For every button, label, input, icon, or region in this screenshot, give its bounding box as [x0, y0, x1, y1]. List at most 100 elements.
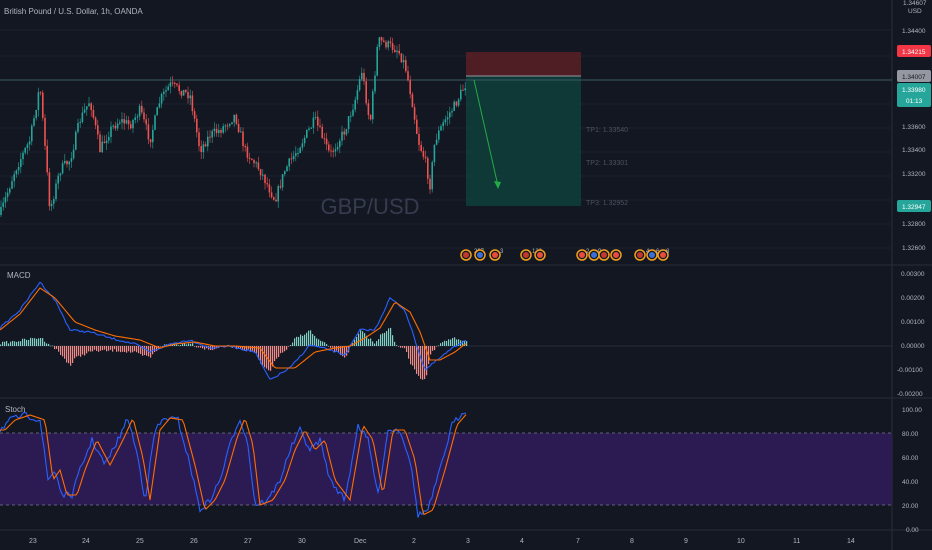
event-flag-icon[interactable] — [520, 249, 532, 261]
economic-events-row[interactable]: 207 3 128 2 9 4 6 8 — [460, 249, 670, 261]
macd-histogram-bar — [314, 335, 316, 346]
time-tick: 10 — [737, 538, 745, 545]
macd-histogram-bar — [388, 328, 390, 346]
stoch-axis[interactable]: 100.00 80.00 60.00 40.00 20.00 0.00 — [902, 407, 922, 534]
symbol-title[interactable]: British Pound / U.S. Dollar, 1h, OANDA — [4, 7, 143, 16]
candle-body — [147, 124, 150, 140]
event-flag-icon[interactable] — [657, 249, 669, 261]
candle-body — [319, 125, 321, 127]
macd-histogram-bar — [342, 346, 344, 357]
event-flag-icon[interactable] — [576, 249, 588, 261]
macd-histogram-bar — [380, 334, 382, 346]
candle-body — [354, 99, 356, 110]
event-flag-icon[interactable] — [634, 249, 646, 261]
event-flag-icon[interactable] — [474, 249, 486, 261]
candle-body — [103, 141, 106, 144]
candle-body — [68, 161, 70, 165]
candle-body — [427, 158, 429, 179]
candle-body — [196, 118, 198, 133]
take-profit-zone[interactable] — [466, 76, 581, 206]
event-flag-icon[interactable] — [489, 249, 501, 261]
candle-body — [112, 125, 114, 127]
macd-histogram-bar — [398, 346, 400, 347]
candle-body — [33, 118, 35, 126]
event-count: 6 — [656, 249, 660, 255]
candle-body — [187, 92, 189, 99]
macd-axis[interactable]: 0.00300 0.00200 0.00100 0.00000 -0.00100… — [897, 271, 925, 398]
macd-histogram-bar — [452, 337, 454, 346]
macd-histogram-bar — [334, 346, 336, 352]
candle-body — [105, 140, 108, 144]
macd-histogram-bar — [290, 344, 292, 346]
candle-body — [455, 101, 458, 106]
macd-histogram-bar — [316, 338, 318, 346]
macd-histogram-bar — [360, 330, 362, 346]
candle-body — [59, 173, 62, 176]
candle-body — [429, 178, 431, 190]
time-axis[interactable]: 23 24 25 26 27 30 Dec 2 3 4 7 8 9 10 11 … — [29, 538, 855, 545]
event-flag-icon[interactable] — [534, 249, 546, 261]
candle-body — [394, 49, 396, 53]
macd-histogram-bar — [446, 340, 448, 346]
candle-body — [31, 125, 33, 142]
macd-histogram-bar — [420, 346, 422, 379]
macd-histogram-bar — [4, 341, 6, 346]
price-axis[interactable]: 1.34607 USD 1.34400 1.33600 1.33400 1.33… — [897, 0, 931, 252]
candle-body — [9, 188, 11, 193]
arrow-head-icon — [494, 181, 501, 189]
macd-histogram-bar — [8, 343, 10, 346]
macd-histogram-bar — [256, 346, 258, 354]
macd-histogram-bar — [110, 346, 112, 350]
macd-histogram-bar — [128, 346, 130, 352]
candle-body — [275, 199, 277, 202]
time-tick: 23 — [29, 538, 37, 545]
candle-body — [42, 92, 44, 118]
macd-histogram-bar — [370, 338, 372, 346]
macd-histogram-bar — [260, 346, 262, 364]
candle-body — [270, 192, 273, 198]
time-tick: 2 — [412, 538, 416, 545]
candle-body — [460, 89, 462, 100]
time-tick: 8 — [630, 538, 634, 545]
entry-price-text: 1.34007 — [902, 74, 926, 81]
macd-histogram-bar — [202, 346, 204, 349]
candle-body — [286, 166, 288, 172]
stoch-pane[interactable] — [0, 411, 892, 518]
event-flag-icon[interactable] — [610, 249, 622, 261]
event-flag-icon[interactable] — [460, 249, 472, 261]
candlestick-series[interactable] — [0, 36, 466, 218]
macd-histogram-bar — [462, 340, 464, 346]
macd-histogram-bar — [414, 346, 416, 370]
candle-body — [431, 162, 433, 190]
candle-body — [86, 106, 88, 110]
event-count: 4 — [646, 249, 650, 255]
candle-body — [114, 125, 117, 129]
candle-body — [97, 125, 99, 135]
macd-histogram-bar — [238, 346, 240, 349]
target-price-text: 1.32947 — [902, 204, 926, 211]
candle-body — [284, 171, 286, 175]
candle-body — [336, 147, 339, 150]
macd-pane[interactable] — [0, 281, 892, 380]
candle-body — [136, 116, 139, 118]
stoch-title[interactable]: Stoch — [5, 405, 25, 414]
candle-body — [116, 123, 119, 129]
macd-histogram-bar — [448, 339, 450, 346]
candle-body — [365, 81, 367, 104]
macd-histogram-bar — [194, 346, 196, 347]
macd-title[interactable]: MACD — [7, 271, 31, 280]
macd-histogram-bar — [48, 343, 50, 346]
candle-body — [264, 174, 266, 184]
event-flag-icon[interactable] — [646, 249, 658, 261]
candle-body — [189, 95, 191, 99]
macd-histogram-bar — [98, 346, 100, 352]
macd-histogram-bar — [404, 346, 406, 349]
event-flag-icon[interactable] — [598, 249, 610, 261]
macd-histogram-bar — [240, 346, 242, 349]
macd-histogram-bar — [80, 346, 82, 357]
candle-body — [424, 156, 427, 159]
stop-loss-zone[interactable] — [466, 52, 581, 76]
macd-histogram-bar — [366, 335, 368, 346]
candle-body — [413, 107, 416, 120]
